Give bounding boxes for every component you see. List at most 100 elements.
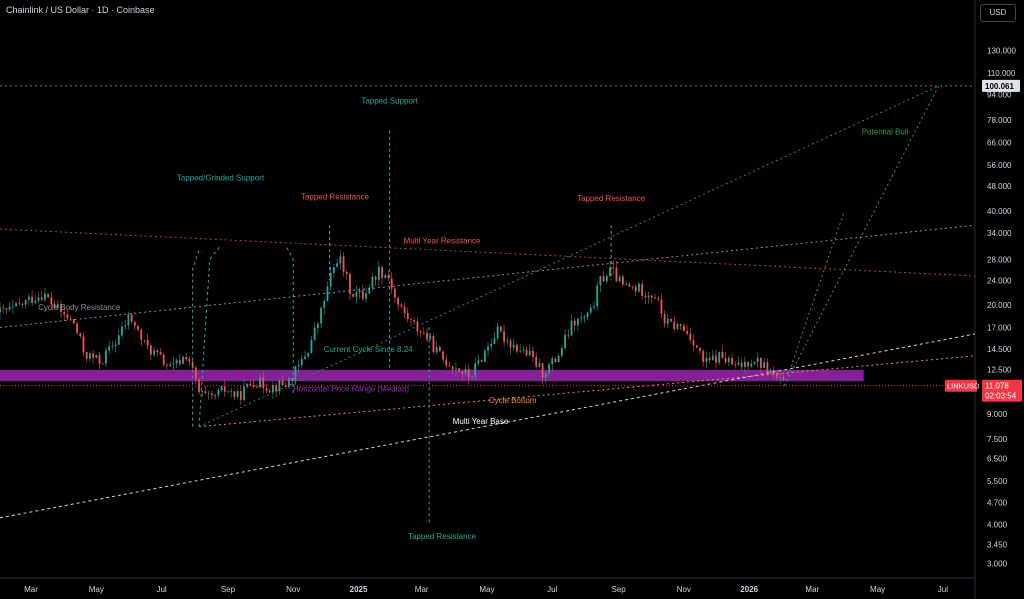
candle-body xyxy=(538,363,541,367)
candle-body xyxy=(204,391,207,394)
x-tick-label-4: Sep xyxy=(221,585,236,594)
candle-body xyxy=(130,314,133,322)
candle-body xyxy=(740,362,743,367)
candle-body xyxy=(458,368,461,372)
candle-body xyxy=(50,297,53,304)
candle-body xyxy=(541,363,544,378)
annotation-label-9: Horizontal Price Range (Median) xyxy=(293,385,409,394)
candle-body xyxy=(589,307,592,313)
candle-body xyxy=(516,344,518,352)
annotation-label-8: Current Cycle Since 8.24 xyxy=(324,345,413,354)
candle-body xyxy=(570,320,573,336)
candle-body xyxy=(509,340,512,348)
candle-body xyxy=(307,352,310,357)
candle-body xyxy=(333,267,335,273)
candle-body xyxy=(294,366,297,382)
top-price-tag-text: 100.061 xyxy=(985,82,1014,91)
candle-body xyxy=(532,350,534,357)
candle-body xyxy=(397,297,400,305)
candle-body xyxy=(169,364,172,366)
candle-body xyxy=(117,335,120,345)
candle-body xyxy=(660,299,663,314)
trend-line-7 xyxy=(784,210,845,386)
candle-body xyxy=(727,358,730,363)
x-tick-label-3: Jul xyxy=(156,585,166,594)
candle-body xyxy=(227,391,229,393)
candle-body xyxy=(477,360,480,364)
y-tick-label-17: 7.500 xyxy=(987,435,1008,444)
candle-body xyxy=(336,263,339,268)
annotation-label-2: Tapped/Grinded Support xyxy=(177,173,265,182)
candle-body xyxy=(111,346,114,347)
y-tick-label-6: 56.000 xyxy=(987,161,1012,170)
candle-body xyxy=(275,385,278,392)
candle-body xyxy=(198,379,200,392)
candle-body xyxy=(410,319,412,321)
candle-body xyxy=(432,335,435,353)
countdown-text: 02:03:54 xyxy=(985,392,1017,401)
candle-body xyxy=(374,276,377,280)
candle-body xyxy=(734,364,737,366)
candle-body xyxy=(368,287,371,294)
candle-body xyxy=(268,390,271,393)
candle-body xyxy=(628,284,631,287)
candle-body xyxy=(496,326,499,339)
candle-body xyxy=(699,347,701,351)
candle-body xyxy=(464,369,467,374)
candle-body xyxy=(435,346,438,353)
candle-body xyxy=(756,357,759,363)
candle-body xyxy=(564,334,566,348)
support-wedge-line-1 xyxy=(192,249,200,427)
candle-body xyxy=(89,353,91,359)
candle-body xyxy=(172,363,175,365)
candle-body xyxy=(76,323,78,334)
candle-body xyxy=(724,358,727,363)
x-tick-label-10: Sep xyxy=(611,585,626,594)
candle-body xyxy=(21,304,24,305)
candle-body xyxy=(577,318,579,326)
candle-body xyxy=(243,386,245,400)
candle-body xyxy=(400,304,403,307)
candle-body xyxy=(573,320,576,326)
candle-body xyxy=(654,297,656,299)
candle-body xyxy=(265,388,268,391)
candle-body xyxy=(782,376,785,380)
candle-body xyxy=(711,355,714,361)
candle-body xyxy=(207,393,210,395)
x-tick-label-6: 2025 xyxy=(350,585,368,594)
candle-body xyxy=(188,359,191,362)
candle-body xyxy=(358,290,361,293)
annotation-label-3: Tapped Resistance xyxy=(301,192,370,201)
support-wedge-line-3 xyxy=(285,245,294,394)
candle-body xyxy=(146,339,149,346)
y-tick-label-14: 14.500 xyxy=(987,345,1012,354)
candle-body xyxy=(657,298,660,300)
candle-body xyxy=(60,304,62,312)
candle-body xyxy=(162,354,165,365)
candle-body xyxy=(53,303,56,308)
candle-body xyxy=(544,373,547,378)
candle-body xyxy=(63,311,66,315)
candle-body xyxy=(599,276,602,286)
y-tick-label-22: 3.450 xyxy=(987,541,1008,550)
symbol-tag-text: LINKUSD xyxy=(947,382,980,391)
candle-body xyxy=(159,352,162,355)
currency-button[interactable]: USD xyxy=(980,4,1016,22)
candle-body xyxy=(560,347,563,356)
candle-body xyxy=(384,275,387,278)
candle-body xyxy=(528,350,531,356)
candle-body xyxy=(137,325,139,330)
candle-body xyxy=(679,323,682,326)
candle-body xyxy=(24,299,27,305)
candle-body xyxy=(56,304,59,308)
annotation-label-4: Tapped Resistance xyxy=(577,194,646,203)
candle-body xyxy=(101,363,104,365)
candle-body xyxy=(692,340,695,346)
candle-body xyxy=(291,378,294,382)
candle-body xyxy=(557,355,560,363)
candle-body xyxy=(493,338,496,345)
candle-body xyxy=(11,306,14,308)
